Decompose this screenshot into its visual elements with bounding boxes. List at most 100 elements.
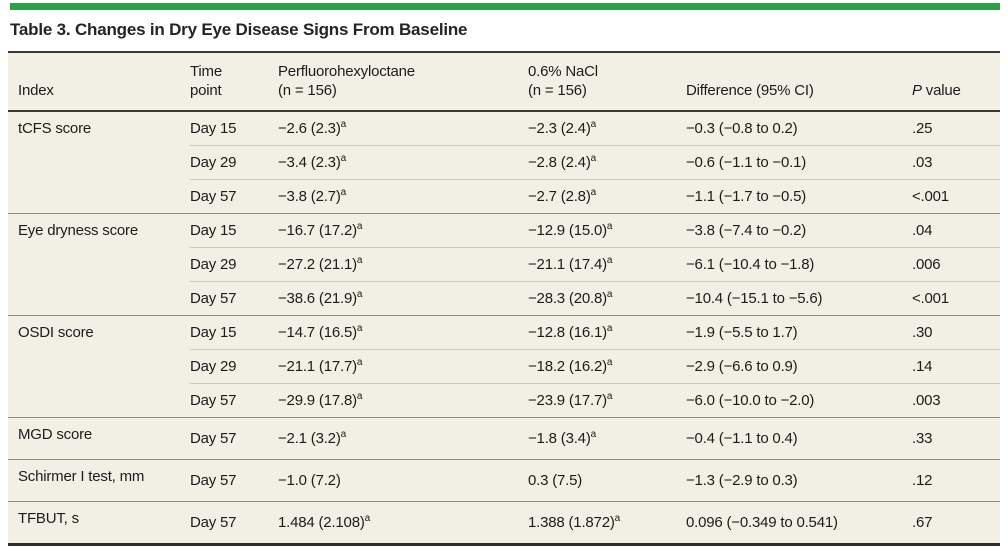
footnote-marker: a bbox=[606, 391, 613, 402]
difference-cell: −6.0 (−10.0 to −2.0) bbox=[686, 383, 912, 418]
header-pfhx-line2: (n = 156) bbox=[278, 82, 337, 99]
time-point-cell: Day 57 bbox=[190, 417, 278, 460]
p-value-cell: <.001 bbox=[912, 179, 1000, 214]
index-cell: tCFS score bbox=[8, 110, 190, 214]
nacl-cell: −21.1 (17.4)a bbox=[528, 247, 686, 282]
footnote-marker: a bbox=[590, 153, 597, 164]
nacl-cell: −2.8 (2.4)a bbox=[528, 145, 686, 180]
row-group: Eye dryness score Day 15 −16.7 (17.2)a −12.… bbox=[8, 213, 1000, 316]
header-p-rest: value bbox=[921, 82, 961, 99]
index-cell: OSDI score bbox=[8, 315, 190, 418]
table-row: OSDI score Day 15 −14.7 (16.5)a −12.8 (16.1… bbox=[8, 315, 1000, 418]
header-row: Index Time point Perfluorohexyloctane (n… bbox=[8, 52, 1000, 112]
nacl-cell: −1.8 (3.4)a bbox=[528, 417, 686, 460]
header-time-line1: Time bbox=[190, 63, 222, 80]
difference-cell: −3.8 (−7.4 to −0.2) bbox=[686, 213, 912, 248]
p-value-cell: .12 bbox=[912, 459, 1000, 502]
table-row: Day 29 −21.1 (17.7)a −18.2 (16.2)a −2.9 (−6… bbox=[8, 349, 1000, 384]
perfluorohexyloctane-cell: −14.7 (16.5)a bbox=[278, 315, 528, 350]
table-row: Day 57 −29.9 (17.8)a −23.9 (17.7)a −6.0 (−1… bbox=[8, 383, 1000, 418]
difference-cell: −2.9 (−6.6 to 0.9) bbox=[686, 349, 912, 384]
index-cell: Eye dryness score bbox=[8, 213, 190, 316]
time-point-cell: Day 15 bbox=[190, 213, 278, 248]
header-p-value: P value bbox=[912, 52, 1000, 112]
table-row: tCFS score Day 15 −2.6 (2.3)a −2.3 (2.4)a −0… bbox=[8, 110, 1000, 214]
header-perfluorohexyloctane: Perfluorohexyloctane (n = 156) bbox=[278, 52, 528, 112]
header-nacl-line2: (n = 156) bbox=[528, 82, 587, 99]
p-value-cell: .03 bbox=[912, 145, 1000, 180]
difference-cell: −1.3 (−2.9 to 0.3) bbox=[686, 459, 912, 502]
difference-cell: −0.3 (−0.8 to 0.2) bbox=[686, 110, 912, 146]
perfluorohexyloctane-cell: −16.7 (17.2)a bbox=[278, 213, 528, 248]
table-row: Day 29 −27.2 (21.1)a −21.1 (17.4)a −6.1 (−1… bbox=[8, 247, 1000, 282]
header-pfhx-line1: Perfluorohexyloctane bbox=[278, 63, 415, 80]
nacl-cell: −12.8 (16.1)a bbox=[528, 315, 686, 350]
footnote-marker: a bbox=[356, 289, 363, 300]
perfluorohexyloctane-cell: −3.4 (2.3)a bbox=[278, 145, 528, 180]
p-value-cell: .30 bbox=[912, 315, 1000, 350]
header-nacl-line1: 0.6% NaCl bbox=[528, 63, 598, 80]
difference-cell: −1.9 (−5.5 to 1.7) bbox=[686, 315, 912, 350]
footnote-marker: a bbox=[356, 357, 363, 368]
time-point-cell: Day 57 bbox=[190, 281, 278, 316]
p-value-cell: .67 bbox=[912, 501, 1000, 545]
time-point-cell: Day 29 bbox=[190, 247, 278, 282]
footnote-marker: a bbox=[340, 187, 347, 198]
header-time-line2: point bbox=[190, 82, 222, 99]
accent-bar bbox=[10, 3, 1000, 10]
index-cell: Schirmer I test, mm bbox=[8, 459, 190, 502]
index-cell: MGD score bbox=[8, 417, 190, 460]
footnote-marker: a bbox=[614, 513, 621, 524]
time-point-cell: Day 15 bbox=[190, 315, 278, 350]
nacl-cell: −28.3 (20.8)a bbox=[528, 281, 686, 316]
footnote-marker: a bbox=[606, 289, 613, 300]
table-row: Day 29 −3.4 (2.3)a −2.8 (2.4)a −0.6 (−1.1 t… bbox=[8, 145, 1000, 180]
perfluorohexyloctane-cell: −1.0 (7.2) bbox=[278, 459, 528, 502]
footnote-marker: a bbox=[606, 221, 613, 232]
table-row: Day 57 −3.8 (2.7)a −2.7 (2.8)a −1.1 (−1.7 t… bbox=[8, 179, 1000, 214]
table-row: Day 57 −38.6 (21.9)a −28.3 (20.8)a −10.4 (−… bbox=[8, 281, 1000, 316]
difference-cell: −6.1 (−10.4 to −1.8) bbox=[686, 247, 912, 282]
p-value-cell: .33 bbox=[912, 417, 1000, 460]
footnote-marker: a bbox=[364, 513, 371, 524]
difference-cell: −1.1 (−1.7 to −0.5) bbox=[686, 179, 912, 214]
footnote-marker: a bbox=[606, 323, 613, 334]
nacl-cell: 1.388 (1.872)a bbox=[528, 501, 686, 545]
footnote-marker: a bbox=[356, 221, 363, 232]
p-value-cell: .25 bbox=[912, 110, 1000, 146]
p-value-cell: .003 bbox=[912, 383, 1000, 418]
perfluorohexyloctane-cell: −2.1 (3.2)a bbox=[278, 417, 528, 460]
page: Table 3. Changes in Dry Eye Disease Sign… bbox=[0, 3, 1008, 546]
header-p-italic: P bbox=[912, 82, 922, 99]
p-value-cell: <.001 bbox=[912, 281, 1000, 316]
index-cell: TFBUT, s bbox=[8, 501, 190, 545]
time-point-cell: Day 29 bbox=[190, 349, 278, 384]
row-group: TFBUT, s Day 57 1.484 (2.108)a 1.388 (1.872… bbox=[8, 501, 1000, 545]
footnote-marker: a bbox=[590, 429, 597, 440]
nacl-cell: −2.3 (2.4)a bbox=[528, 110, 686, 146]
time-point-cell: Day 15 bbox=[190, 110, 278, 146]
time-point-cell: Day 57 bbox=[190, 179, 278, 214]
time-point-cell: Day 29 bbox=[190, 145, 278, 180]
nacl-cell: −23.9 (17.7)a bbox=[528, 383, 686, 418]
time-point-cell: Day 57 bbox=[190, 383, 278, 418]
time-point-cell: Day 57 bbox=[190, 459, 278, 502]
header-index: Index bbox=[8, 52, 190, 112]
perfluorohexyloctane-cell: −2.6 (2.3)a bbox=[278, 110, 528, 146]
footnote-marker: a bbox=[356, 391, 363, 402]
difference-cell: −0.6 (−1.1 to −0.1) bbox=[686, 145, 912, 180]
footnote-marker: a bbox=[340, 153, 347, 164]
difference-cell: −0.4 (−1.1 to 0.4) bbox=[686, 417, 912, 460]
footnote-marker: a bbox=[356, 255, 363, 266]
p-value-cell: .006 bbox=[912, 247, 1000, 282]
table-title: Table 3. Changes in Dry Eye Disease Sign… bbox=[10, 20, 468, 39]
table-row: Eye dryness score Day 15 −16.7 (17.2)a −12.… bbox=[8, 213, 1000, 316]
perfluorohexyloctane-cell: −29.9 (17.8)a bbox=[278, 383, 528, 418]
footnote-marker: a bbox=[340, 429, 347, 440]
nacl-cell: −18.2 (16.2)a bbox=[528, 349, 686, 384]
nacl-cell: −12.9 (15.0)a bbox=[528, 213, 686, 248]
footnote-marker: a bbox=[356, 323, 363, 334]
row-group: Schirmer I test, mm Day 57 −1.0 (7.2) 0.3 (… bbox=[8, 459, 1000, 502]
footnote-marker: a bbox=[606, 357, 613, 368]
p-value-cell: .14 bbox=[912, 349, 1000, 384]
